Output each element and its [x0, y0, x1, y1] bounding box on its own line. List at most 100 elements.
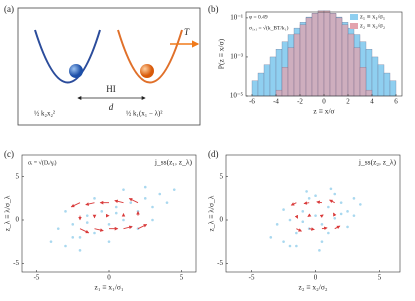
point	[100, 210, 104, 213]
panel: (b) z₁ ≡ x₁/σ₁ z₂ ≡ x₂/σ₂ φ = 0.49 σ₁,₁ = √(…	[208, 4, 403, 116]
flux-arrow	[321, 226, 328, 231]
point	[85, 221, 89, 224]
point	[275, 223, 279, 226]
plot-title: j_ss(z₂, z_λ)	[358, 158, 397, 167]
point	[114, 205, 118, 209]
point	[78, 236, 82, 239]
point	[333, 192, 337, 196]
point	[329, 187, 333, 191]
bar	[329, 13, 337, 97]
x-tick-label: -5	[34, 274, 40, 282]
right-energy: ½ k₁(x₁ − λ)²	[126, 110, 162, 118]
legend-label: z₂ ≡ x₂/σ₂	[360, 22, 385, 29]
point	[122, 218, 125, 222]
annotation: φ = 0.49	[249, 14, 268, 20]
point	[320, 223, 324, 226]
flux-arrow	[94, 228, 104, 232]
x-tick-label: -4	[273, 98, 279, 106]
bar	[389, 80, 397, 97]
annotation: σ₁,₁ = √(k_BT/k₁)	[249, 24, 289, 31]
x-tick-label: -2	[297, 98, 303, 106]
point	[85, 214, 89, 217]
x-tick-label: 0	[322, 98, 326, 106]
flux-arrow	[309, 227, 315, 231]
bar	[323, 10, 331, 97]
panel-label: (c)	[4, 149, 14, 159]
point	[301, 220, 305, 224]
bar	[275, 89, 283, 97]
x-tick-label: 5	[180, 274, 184, 282]
point	[64, 210, 67, 213]
point	[114, 211, 118, 215]
point	[151, 205, 154, 209]
bar	[311, 13, 319, 97]
axes-frame	[21, 154, 197, 273]
point	[165, 201, 169, 204]
distance-label: d	[109, 102, 114, 112]
x-tick-label: -5	[249, 274, 255, 282]
point	[122, 188, 125, 191]
flux-arrow	[128, 198, 139, 204]
x-tick-label: -6	[249, 98, 255, 106]
point	[107, 223, 111, 226]
point	[71, 223, 75, 226]
y-tick-label: -5	[217, 259, 223, 267]
bar	[377, 64, 385, 97]
point	[172, 188, 176, 191]
point	[143, 185, 147, 189]
flux-arrow	[79, 228, 90, 234]
temperature-label: T	[184, 27, 190, 37]
panel-label: (b)	[208, 4, 219, 14]
bar	[257, 72, 265, 97]
axes-frame	[225, 154, 401, 273]
point	[282, 208, 285, 211]
y-tick-label: 5	[220, 172, 224, 180]
y-axis-label: z_λ ≡ λ/σ_λ	[3, 195, 12, 231]
x-tick-label: 4	[370, 98, 374, 106]
point	[93, 197, 96, 200]
orange-particle	[140, 64, 154, 78]
bar	[293, 33, 301, 97]
point	[71, 236, 75, 239]
panel: (d) j_ss(z₂, z_λ) -5 0 5 -5 0 5 z₂ ≡ x₂/σ₂ z_λ ≡ …	[207, 149, 401, 292]
bar	[269, 56, 277, 97]
point	[339, 212, 343, 216]
y-tick-label: 10⁻⁵	[230, 92, 244, 100]
bar	[347, 33, 355, 97]
flux-arrow	[296, 228, 303, 232]
frame	[17, 7, 201, 126]
point	[158, 192, 162, 196]
bar	[365, 89, 373, 97]
plot-title: j_ss(z₁, z_λ)	[154, 158, 193, 167]
x-tick-label: 0	[107, 274, 111, 282]
bar	[287, 47, 295, 97]
point	[352, 197, 356, 200]
point	[49, 240, 53, 243]
point	[339, 201, 343, 204]
point	[56, 227, 60, 230]
flux-arrow	[307, 213, 312, 217]
point	[305, 190, 308, 193]
flux-arrow	[334, 225, 341, 230]
annotation: σᵢ = √(Dᵢ/γᵢ)	[28, 159, 57, 166]
bar	[281, 67, 289, 97]
left-energy: ½ k₂x₂²	[34, 110, 55, 118]
point	[314, 214, 317, 217]
panel-label: (a)	[4, 4, 14, 14]
point	[333, 216, 337, 220]
flux-arrow	[85, 202, 95, 206]
bar	[251, 80, 259, 97]
flux-arrow	[333, 212, 337, 217]
point	[352, 214, 356, 217]
x-tick-label: 2	[346, 98, 350, 106]
flux-arrow	[329, 199, 335, 204]
point	[346, 210, 349, 213]
flux-arrow	[123, 225, 133, 230]
flux-arrow	[290, 202, 297, 206]
bar	[275, 49, 283, 97]
left-well	[34, 29, 101, 84]
point	[288, 218, 292, 222]
flux-arrow	[294, 214, 299, 219]
point	[295, 231, 298, 235]
